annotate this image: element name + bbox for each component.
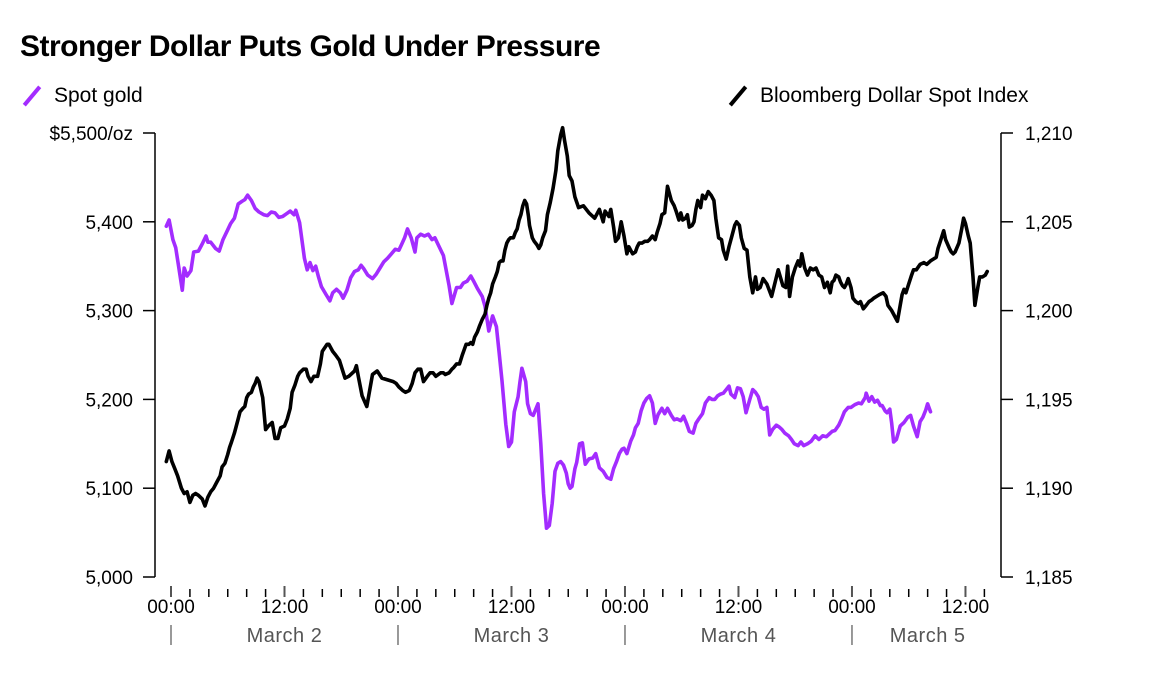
date-label: March 5 [890, 625, 966, 647]
right-axis-tick-label: 1,195 [1025, 390, 1073, 411]
right-axis-tick-label: 1,205 [1025, 213, 1073, 234]
right-axis-tick-label: 1,190 [1025, 479, 1073, 500]
right-axis-tick-label: 1,185 [1025, 568, 1073, 589]
legend-label-gold: Spot gold [54, 84, 143, 107]
left-axis-tick-label: 5,000 [85, 568, 133, 589]
left-axis-tick-label: 5,100 [85, 479, 133, 500]
x-axis-tick-label: 12:00 [715, 597, 763, 618]
legend-item-spot-gold: Spot gold [22, 84, 143, 108]
left-axis-tick-label: 5,200 [85, 390, 133, 411]
left-axis-tick-label: 5,300 [85, 302, 133, 323]
series-line-spot-gold [164, 193, 933, 531]
right-axis-tick-label: 1,210 [1025, 124, 1073, 145]
x-axis-tick-label: 12:00 [942, 597, 990, 618]
x-axis-tick-label: 12:00 [261, 597, 309, 618]
left-axis-tick-label: $5,500/oz [50, 124, 133, 145]
legend-item-dollar-index: Bloomberg Dollar Spot Index [728, 84, 1028, 108]
left-axis-tick-label: 5,400 [85, 213, 133, 234]
x-axis-tick-label: 00:00 [601, 597, 649, 618]
legend-label-dollar: Bloomberg Dollar Spot Index [760, 84, 1029, 107]
x-axis-tick-label: 12:00 [488, 597, 536, 618]
chart-title: Stronger Dollar Puts Gold Under Pressure [20, 30, 601, 63]
x-axis-tick-label: 00:00 [828, 597, 876, 618]
x-axis-tick-label: 00:00 [374, 597, 422, 618]
right-axis-tick-label: 1,200 [1025, 302, 1073, 323]
date-label: March 3 [474, 625, 550, 647]
date-label: March 4 [701, 625, 777, 647]
date-label: March 2 [247, 625, 323, 647]
series-line-dollar-index [164, 125, 990, 508]
x-axis-tick-label: 00:00 [147, 597, 195, 618]
